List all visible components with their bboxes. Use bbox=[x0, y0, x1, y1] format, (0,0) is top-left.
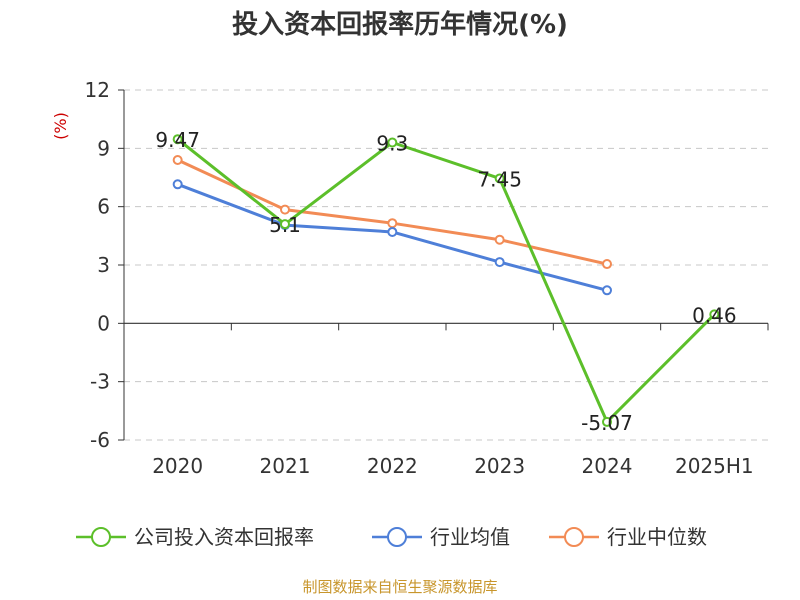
data-label: -5.07 bbox=[581, 411, 633, 435]
y-tick-label: -3 bbox=[90, 370, 110, 394]
legend-marker bbox=[387, 527, 407, 547]
legend-item: 公司投入资本回报率 bbox=[76, 525, 314, 549]
legend-label: 行业均值 bbox=[430, 525, 510, 549]
x-tick-label: 2022 bbox=[367, 454, 418, 478]
x-tick-label: 2024 bbox=[582, 454, 633, 478]
data-point bbox=[172, 179, 183, 190]
x-tick-label: 2021 bbox=[260, 454, 311, 478]
data-point bbox=[602, 416, 612, 427]
data-point bbox=[387, 137, 398, 148]
y-tick-label: 0 bbox=[97, 311, 110, 335]
series-line bbox=[177, 158, 608, 266]
legend-item: 行业均值 bbox=[372, 525, 510, 549]
y-tick-label: 3 bbox=[97, 253, 110, 277]
legend-label: 行业中位数 bbox=[607, 525, 707, 549]
data-point bbox=[387, 218, 398, 229]
legend: 公司投入资本回报率 行业均值 行业中位数 bbox=[76, 525, 707, 549]
data-label: 7.45 bbox=[477, 167, 522, 191]
data-point bbox=[494, 173, 505, 184]
y-tick-label: 9 bbox=[97, 136, 110, 160]
data-point bbox=[494, 257, 505, 268]
data-label: 5.1 bbox=[269, 213, 301, 237]
chart-title: 投入资本回报率历年情况(%) bbox=[232, 9, 568, 40]
x-tick-label: 2023 bbox=[474, 454, 525, 478]
data-label: 0.46 bbox=[692, 303, 737, 327]
legend-marker bbox=[91, 527, 111, 547]
grid-lines bbox=[124, 89, 768, 441]
data-point bbox=[602, 259, 612, 270]
data-point bbox=[280, 204, 290, 215]
data-point bbox=[709, 309, 720, 320]
y-tick-label: 12 bbox=[85, 78, 110, 102]
data-label: 9.3 bbox=[376, 132, 408, 156]
series-line bbox=[176, 138, 716, 424]
source-note: 制图数据来自恒生聚源数据库 bbox=[302, 578, 497, 596]
y-axis-tick-labels: 12 9 6 3 0 -3 -6 bbox=[85, 78, 110, 452]
legend-marker bbox=[564, 527, 584, 547]
data-point bbox=[280, 219, 290, 230]
y-axis-unit-label: (%) bbox=[51, 112, 70, 140]
x-axis-tick-labels: 2020 2021 2022 2023 2024 2025H1 bbox=[152, 454, 753, 478]
data-point bbox=[602, 285, 612, 296]
series-lines bbox=[172, 134, 720, 427]
y-tick-label: -6 bbox=[90, 428, 110, 452]
y-tick-label: 6 bbox=[97, 195, 110, 219]
data-label: 9.47 bbox=[155, 128, 200, 152]
data-labels: 9.47 5.1 9.3 7.45 -5.07 0.46 bbox=[155, 128, 736, 435]
legend-label: 公司投入资本回报率 bbox=[134, 525, 314, 549]
x-tick-label: 2020 bbox=[152, 454, 203, 478]
data-point bbox=[172, 155, 183, 165]
legend-item: 行业中位数 bbox=[549, 525, 707, 549]
axes bbox=[118, 89, 769, 441]
x-tick-label: 2025H1 bbox=[675, 454, 754, 478]
data-point bbox=[494, 234, 505, 245]
data-point bbox=[387, 226, 398, 237]
data-point bbox=[172, 134, 183, 145]
